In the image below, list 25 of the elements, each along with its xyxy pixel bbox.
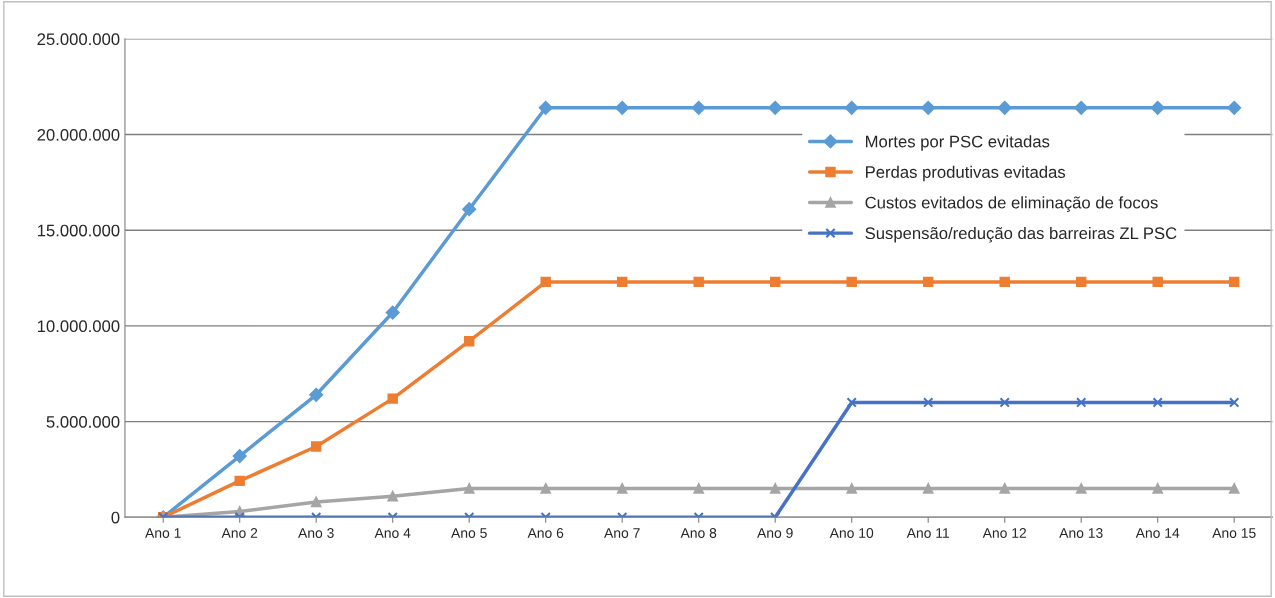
x-tick-label: Ano 11 [906,528,950,538]
x-tick-label: Ano 6 [527,528,564,538]
x-tick-label: Ano 1 [145,528,181,538]
legend-label: Perdas produtivas evitadas [866,165,1066,182]
x-tick-label: Ano 3 [298,528,334,538]
legend-label: Mortes por PSC evitadas [866,135,1050,151]
x-tick-label: Ano 7 [604,528,640,538]
legend-label: Suspensão/redução das barreiras ZL PSC [865,226,1177,243]
y-tick-label: 20.000.000 [37,128,120,141]
legend-label: Custos evitados de eliminação de focos [865,196,1158,212]
x-tick-label: Ano 12 [982,528,1027,538]
x-tick-label: Ano 15 [1212,528,1256,538]
x-tick-label: Ano 8 [680,528,717,538]
x-tick-label: Ano 2 [221,528,258,538]
x-tick-label: Ano 5 [451,528,487,538]
y-tick-label: 15.000.000 [37,224,120,237]
y-tick-label: 5.000.000 [46,415,120,428]
x-tick-label: Ano 9 [757,528,793,538]
x-tick-label: Ano 4 [374,528,411,538]
y-tick-label: 10.000.000 [37,320,120,333]
y-tick-label: 0 [111,511,120,524]
y-tick-label: 25.000.000 [37,33,120,46]
x-tick-label: Ano 10 [829,528,874,538]
x-tick-label: Ano 14 [1135,528,1180,538]
x-tick-label: Ano 13 [1059,528,1103,538]
